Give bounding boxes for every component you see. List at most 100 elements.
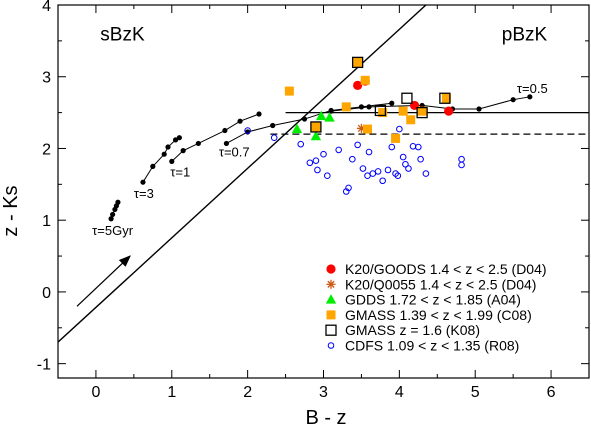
model-track-point <box>169 158 175 164</box>
data-point-filled-square <box>378 108 388 118</box>
data-point-open-circle <box>458 161 465 169</box>
y-tick-label: 4 <box>42 0 51 15</box>
data-point-filled-triangle <box>291 123 303 134</box>
data-point-open-circle <box>335 146 342 154</box>
data-point-open-circle <box>306 159 314 167</box>
region-label: sBzK <box>100 25 145 46</box>
data-point-open-circle <box>369 170 377 177</box>
model-track-point <box>328 108 334 114</box>
legend-marker <box>326 264 336 274</box>
legend-label: CDFS 1.09 < z < 1.35 (R08) <box>345 338 519 354</box>
data-point-filled-square <box>406 115 416 125</box>
data-point-open-circle <box>399 153 407 161</box>
model-track-point <box>176 135 182 141</box>
data-point-open-circle <box>364 172 371 180</box>
model-track-label: τ=5Gyr <box>92 223 134 238</box>
model-track-point <box>222 127 228 134</box>
data-point-filled-triangle <box>316 110 327 121</box>
legend-label: K20/GOODS 1.4 < z < 2.5 (D04) <box>345 261 547 277</box>
legend-marker <box>326 310 336 320</box>
data-point-filled-square <box>341 102 351 112</box>
x-tick-label: 0 <box>91 384 100 401</box>
model-track-point <box>476 106 482 112</box>
data-point-filled-circle <box>353 80 363 90</box>
data-point-open-circle <box>314 166 321 174</box>
data-point-open-circle <box>323 172 331 180</box>
model-track-point <box>389 100 395 106</box>
data-point-open-circle <box>409 143 417 150</box>
data-point-open-circle <box>384 166 392 174</box>
model-track-point <box>140 179 146 185</box>
data-point-open-circle <box>422 170 430 177</box>
data-point-open-circle <box>349 155 356 163</box>
y-tick-label: -1 <box>37 357 51 374</box>
legend-label: GMASS 1.39 < z < 1.99 (C08) <box>345 307 532 323</box>
data-point-filled-square <box>398 106 408 116</box>
data-point-filled-square <box>360 75 370 85</box>
data-point-open-circle <box>374 168 382 175</box>
data-point-open-circle <box>405 165 412 172</box>
model-track-label: τ=0.5 <box>517 81 548 96</box>
x-tick-label: 2 <box>243 384 252 401</box>
model-track-point <box>223 140 230 147</box>
data-point-open-circle <box>244 127 251 134</box>
data-point-open-circle <box>354 141 361 149</box>
data-point-open-circle <box>359 165 367 172</box>
model-track-point <box>366 104 372 110</box>
legend-label: GMASS z = 1.6 (K08) <box>345 322 480 338</box>
model-track-label: τ=3 <box>134 186 154 201</box>
legend-marker <box>325 294 337 304</box>
y-axis-title: z - Ks <box>0 185 22 236</box>
asterisk-stroke <box>327 280 335 288</box>
legend-label: K20/Q0055 1.4 < z < 2.5 (D04) <box>345 276 536 292</box>
data-point-open-circle <box>365 148 373 156</box>
model-track-point <box>237 118 243 124</box>
y-tick-label: 2 <box>42 141 51 158</box>
legend-marker <box>326 279 336 289</box>
data-point-filled-triangle <box>324 112 335 122</box>
y-tick-label: 3 <box>42 70 51 87</box>
data-point-open-square <box>374 104 387 117</box>
data-point-open-square <box>439 92 451 104</box>
model-track-point <box>270 122 276 129</box>
region-label: pBzK <box>502 25 548 46</box>
model-track-point <box>358 104 365 110</box>
data-point-open-circle <box>458 155 465 163</box>
data-point-open-circle <box>388 143 396 151</box>
data-point-filled-triangle <box>310 130 322 141</box>
data-point-filled-square <box>311 122 321 132</box>
model-track-point <box>165 144 171 150</box>
bzk-diagonal-line <box>58 5 427 343</box>
x-tick-label: 5 <box>471 384 480 401</box>
data-point-open-square <box>416 106 428 119</box>
model-track-point <box>108 216 114 222</box>
data-point-filled-square <box>391 133 401 143</box>
data-point-filled-square <box>362 124 372 134</box>
data-point-open-circle <box>345 184 352 192</box>
model-track-point <box>150 163 156 169</box>
model-track-label: τ=0.7 <box>219 144 250 159</box>
data-point-open-circle <box>379 177 386 185</box>
data-point-open-circle <box>396 125 403 133</box>
data-point-open-square <box>401 92 413 104</box>
data-point-open-circle <box>312 157 320 164</box>
x-tick-label: 3 <box>319 384 328 401</box>
data-point-open-square <box>351 56 364 69</box>
x-tick-label: 4 <box>395 384 404 401</box>
model-track-point <box>161 151 167 157</box>
model-track-point <box>180 148 186 154</box>
data-point-filled-square <box>353 57 363 67</box>
y-tick-label: 0 <box>42 285 51 302</box>
legend-marker <box>327 342 335 349</box>
model-track-point <box>172 137 179 143</box>
data-point-filled-circle <box>444 106 454 116</box>
data-point-open-square <box>310 121 322 133</box>
data-point-open-circle <box>320 150 327 158</box>
data-point-open-circle <box>415 143 422 151</box>
model-track-point <box>256 111 262 117</box>
data-point-open-circle <box>417 155 424 163</box>
data-point-filled-square <box>417 106 427 116</box>
model-track-point <box>510 97 516 103</box>
model-track-label: τ=1 <box>170 164 190 179</box>
data-point-filled-square <box>441 93 451 103</box>
